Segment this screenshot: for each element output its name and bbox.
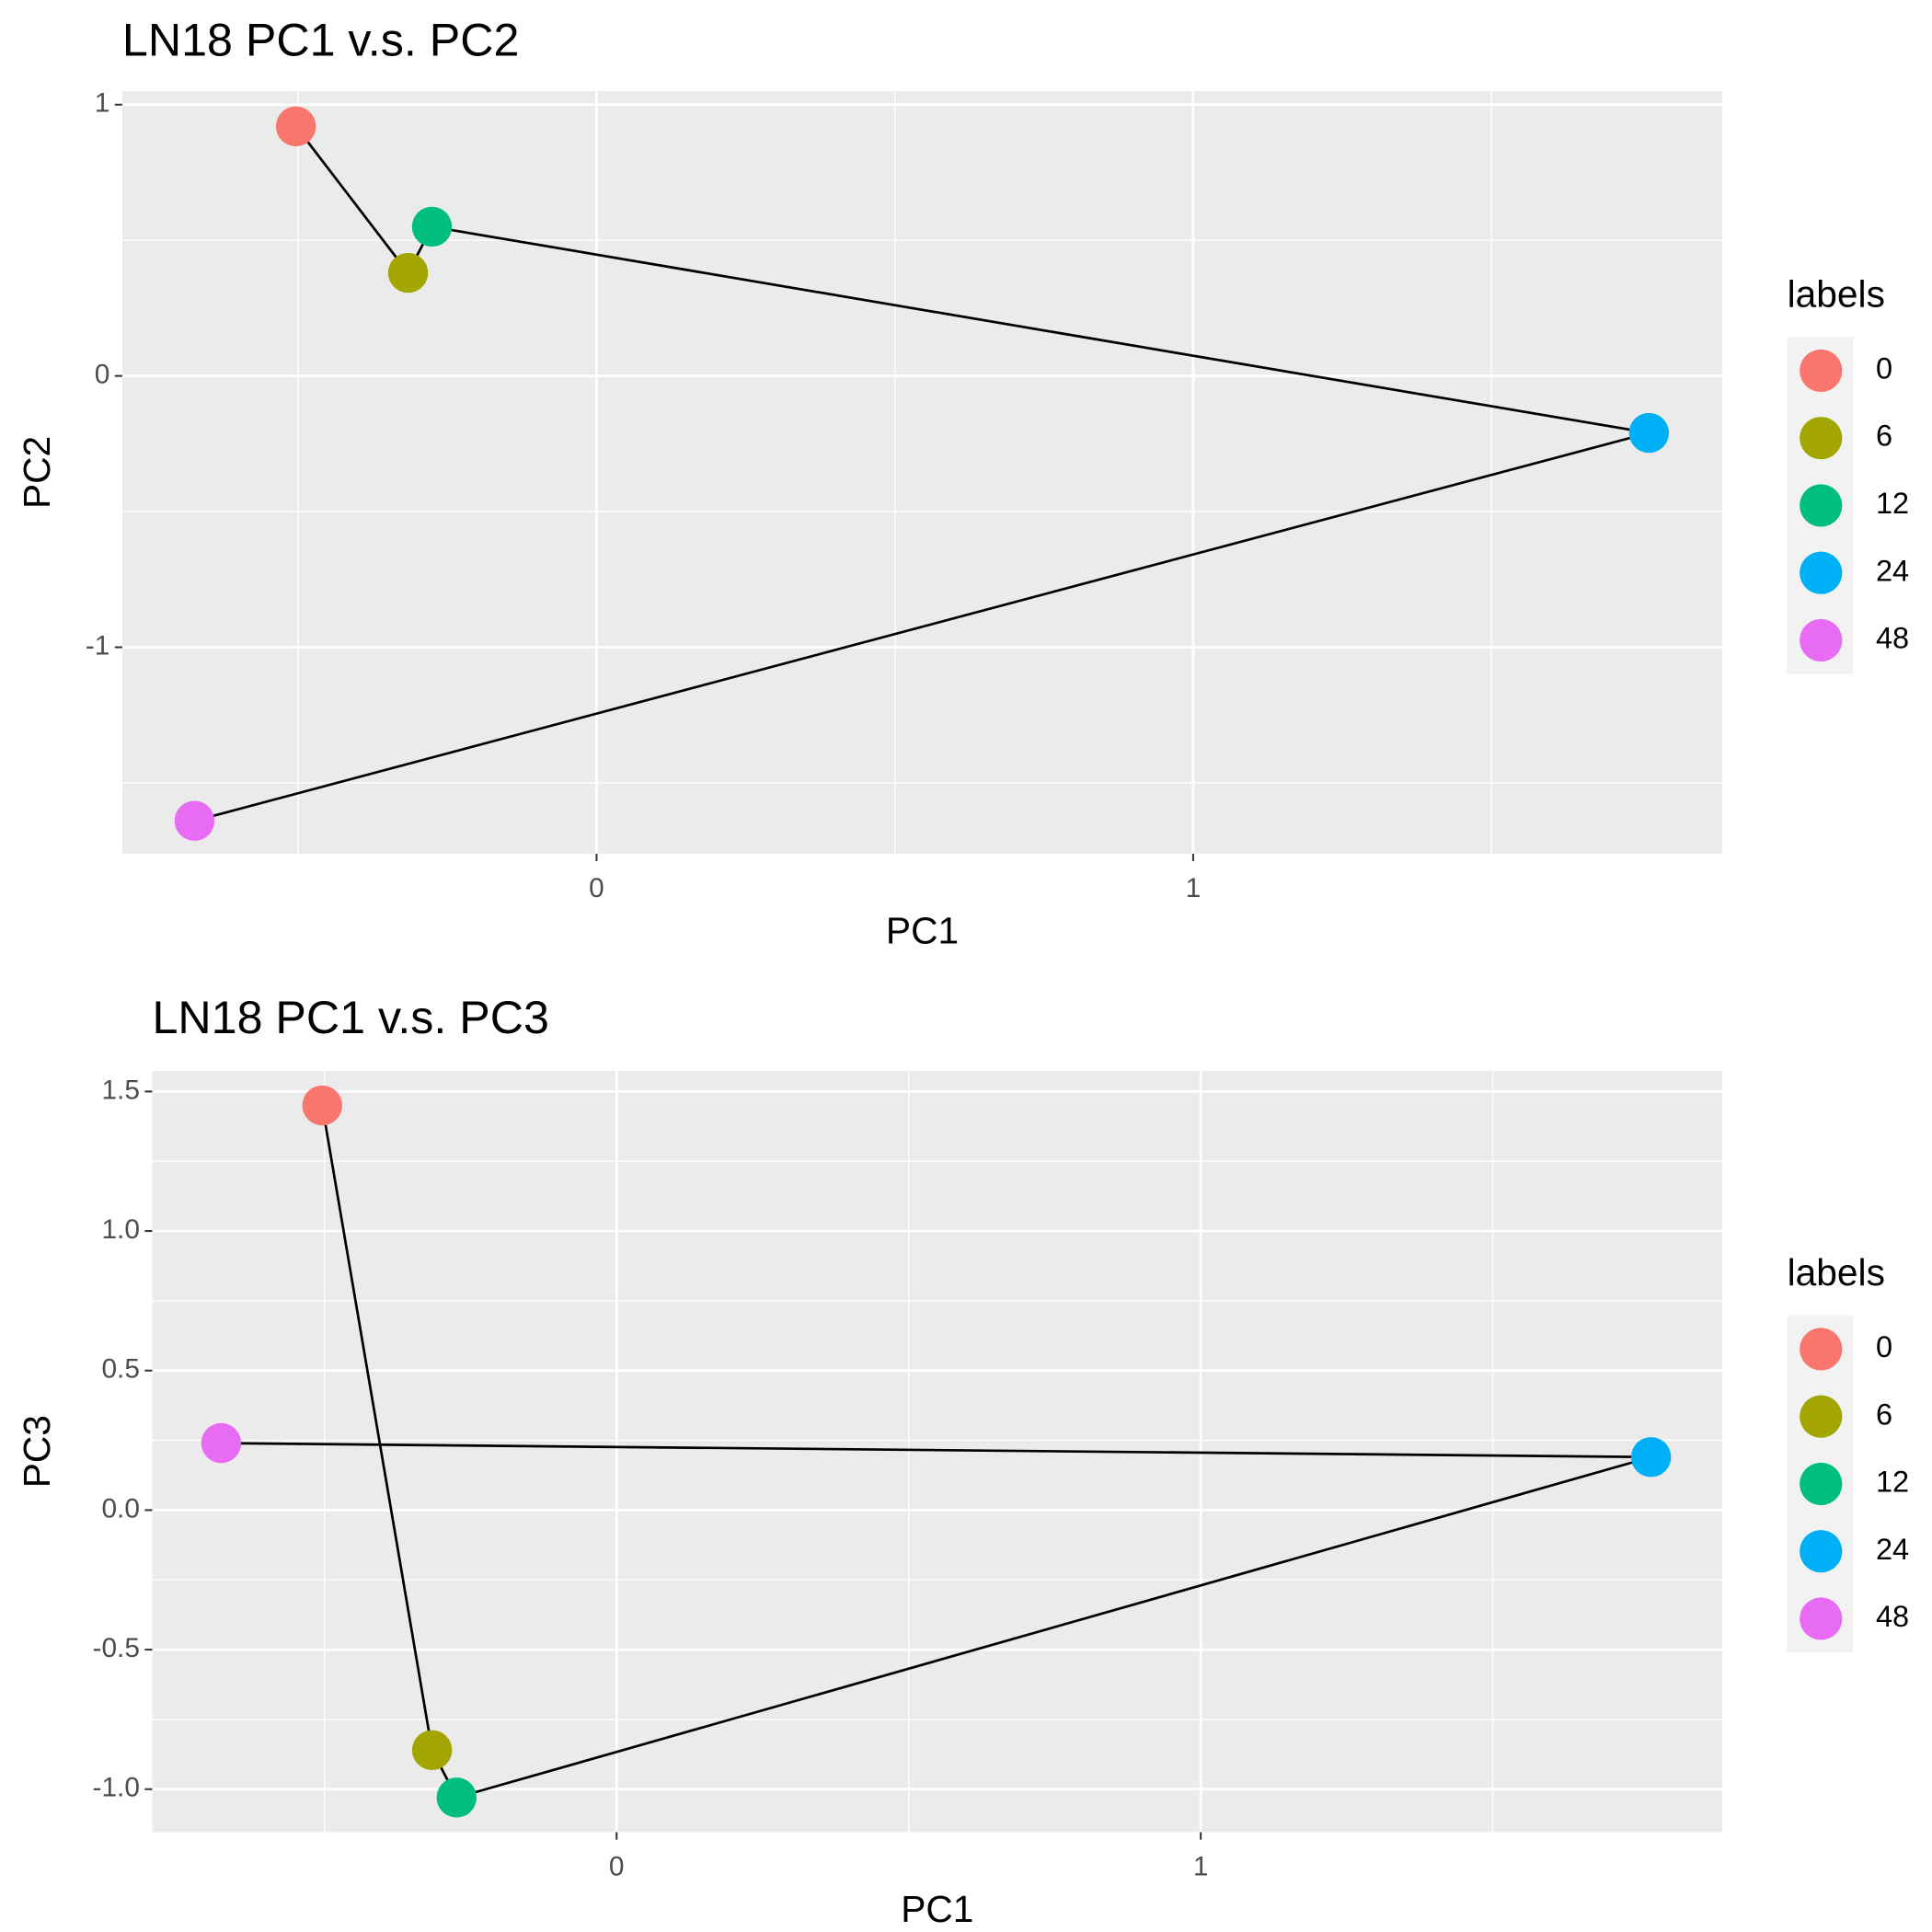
x-axis-label: PC1 — [901, 1888, 973, 1930]
legend-label: 6 — [1876, 1397, 1892, 1431]
point — [387, 252, 429, 293]
legend-label: 48 — [1876, 622, 1909, 655]
y-tick-label: 0.5 — [101, 1354, 139, 1385]
legend-marker — [1800, 417, 1843, 460]
legend-label: 12 — [1876, 487, 1909, 520]
chart-title: LN18 PC1 v.s. PC2 — [122, 15, 519, 66]
legend-label: 24 — [1876, 554, 1909, 587]
legend-marker — [1800, 1530, 1843, 1573]
chart-title: LN18 PC1 v.s. PC3 — [153, 992, 549, 1043]
chart: 0 1 -1.0 -0.5 0.0 0.5 1.0 1.5 LN18 PC1 v.s. PC3 P… — [16, 992, 1909, 1930]
legend-marker — [1800, 484, 1843, 527]
legend-label: 48 — [1876, 1600, 1909, 1633]
plot-background — [152, 1070, 1723, 1833]
legend-marker — [1800, 551, 1843, 594]
legend-marker — [1800, 1462, 1843, 1506]
x-tick-label: 1 — [1193, 1852, 1209, 1882]
y-tick-label: 0 — [95, 360, 110, 390]
plot-background — [121, 91, 1723, 854]
legend-marker — [1800, 1328, 1843, 1371]
chart: 0 1 -1 0 1 LN18 PC1 v.s. PC2 PC1 PC2 labels 0 6 12 2… — [16, 15, 1909, 952]
legend-label: 6 — [1876, 420, 1892, 453]
y-tick-label: 1.0 — [101, 1214, 139, 1245]
point — [275, 106, 316, 147]
y-tick-label: 1 — [95, 88, 110, 119]
legend-title: labels — [1788, 273, 1885, 316]
x-tick-label: 0 — [589, 873, 604, 903]
point — [302, 1085, 342, 1126]
point — [1628, 412, 1670, 454]
y-tick-label: 0.0 — [101, 1493, 139, 1524]
y-tick-label: 1.5 — [101, 1075, 139, 1105]
point — [201, 1422, 242, 1464]
point — [436, 1777, 477, 1818]
x-tick-label: 1 — [1186, 873, 1202, 903]
legend-marker — [1800, 1597, 1843, 1640]
y-tick-label: -0.5 — [93, 1633, 140, 1663]
point — [411, 206, 453, 247]
legend-label: 0 — [1876, 352, 1892, 385]
y-tick-label: -1 — [86, 630, 110, 661]
legend-title: labels — [1788, 1251, 1885, 1294]
legend-label: 24 — [1876, 1533, 1909, 1566]
legend-marker — [1800, 618, 1843, 661]
point — [174, 800, 215, 841]
x-tick-label: 0 — [609, 1852, 625, 1882]
y-axis-label: PC2 — [16, 436, 58, 509]
legend-marker — [1800, 1395, 1843, 1438]
point — [411, 1730, 453, 1770]
legend-label: 12 — [1876, 1466, 1909, 1499]
x-axis-label: PC1 — [886, 909, 959, 951]
y-axis-label: PC3 — [16, 1415, 58, 1488]
legend-label: 0 — [1876, 1330, 1892, 1363]
y-tick-label: -1.0 — [93, 1773, 140, 1803]
legend-marker — [1800, 349, 1843, 392]
point — [1630, 1437, 1672, 1478]
